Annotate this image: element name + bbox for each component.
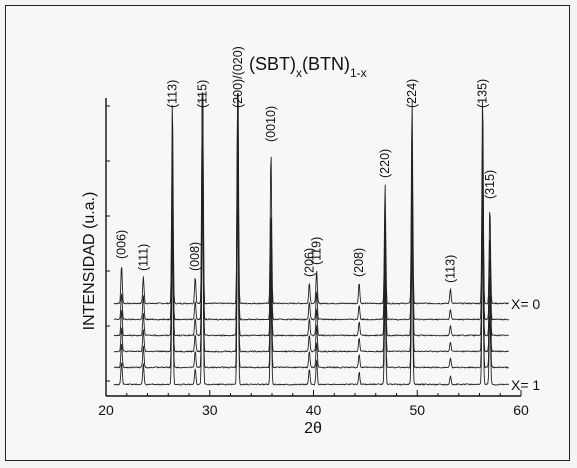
axes: 20 30 40 50 60 [98, 98, 529, 418]
peak-label: (208) [352, 248, 366, 277]
peak-label: (224) [405, 79, 419, 108]
peak-labels: (006) (111) (113) (008) (115) (200)/(020) (001… [115, 46, 497, 283]
xrd-chart: (SBT)x(BTN)1-x INTENSIDAD (u.a.) 2θ 20 30… [81, 46, 540, 437]
peak-label: (113) [165, 80, 179, 108]
series-layer [113, 92, 510, 386]
peak-label: (135) [476, 79, 490, 108]
chart-title: (SBT)x(BTN)1-x [249, 54, 367, 80]
series-label: X= 1 [511, 377, 540, 393]
peak-label: (220) [378, 149, 392, 178]
y-axis-label: INTENSIDAD (u.a.) [81, 192, 98, 331]
peak-label: (119) [310, 237, 324, 265]
peak-label: (111) [136, 244, 150, 271]
series-trace [113, 93, 510, 305]
x-tick-label: 20 [98, 402, 114, 418]
peak-label: (115) [196, 80, 210, 108]
peak-label: (008) [188, 242, 202, 271]
series-labels: X= 0 X= 1 [511, 296, 540, 393]
series-trace [113, 153, 510, 369]
peak-label: (0010) [264, 106, 278, 142]
series-trace [113, 179, 509, 386]
peak-label: (206) [302, 248, 316, 277]
series-trace [113, 92, 510, 321]
x-axis-label: 2θ [304, 420, 322, 437]
x-tick-label: 40 [306, 402, 322, 418]
series-trace [113, 130, 510, 353]
peak-label: (006) [115, 230, 129, 259]
x-tick-label: 50 [409, 402, 425, 418]
x-tick-label: 30 [202, 402, 218, 418]
series-trace [113, 105, 509, 337]
peak-label: (315) [483, 170, 497, 199]
figure-frame: (SBT)x(BTN)1-x INTENSIDAD (u.a.) 2θ 20 30… [5, 5, 570, 461]
peak-label: (200)/(020) [231, 46, 245, 108]
x-tick-label: 60 [513, 402, 529, 418]
series-label: X= 0 [511, 296, 540, 312]
peak-label: (113) [444, 255, 458, 283]
